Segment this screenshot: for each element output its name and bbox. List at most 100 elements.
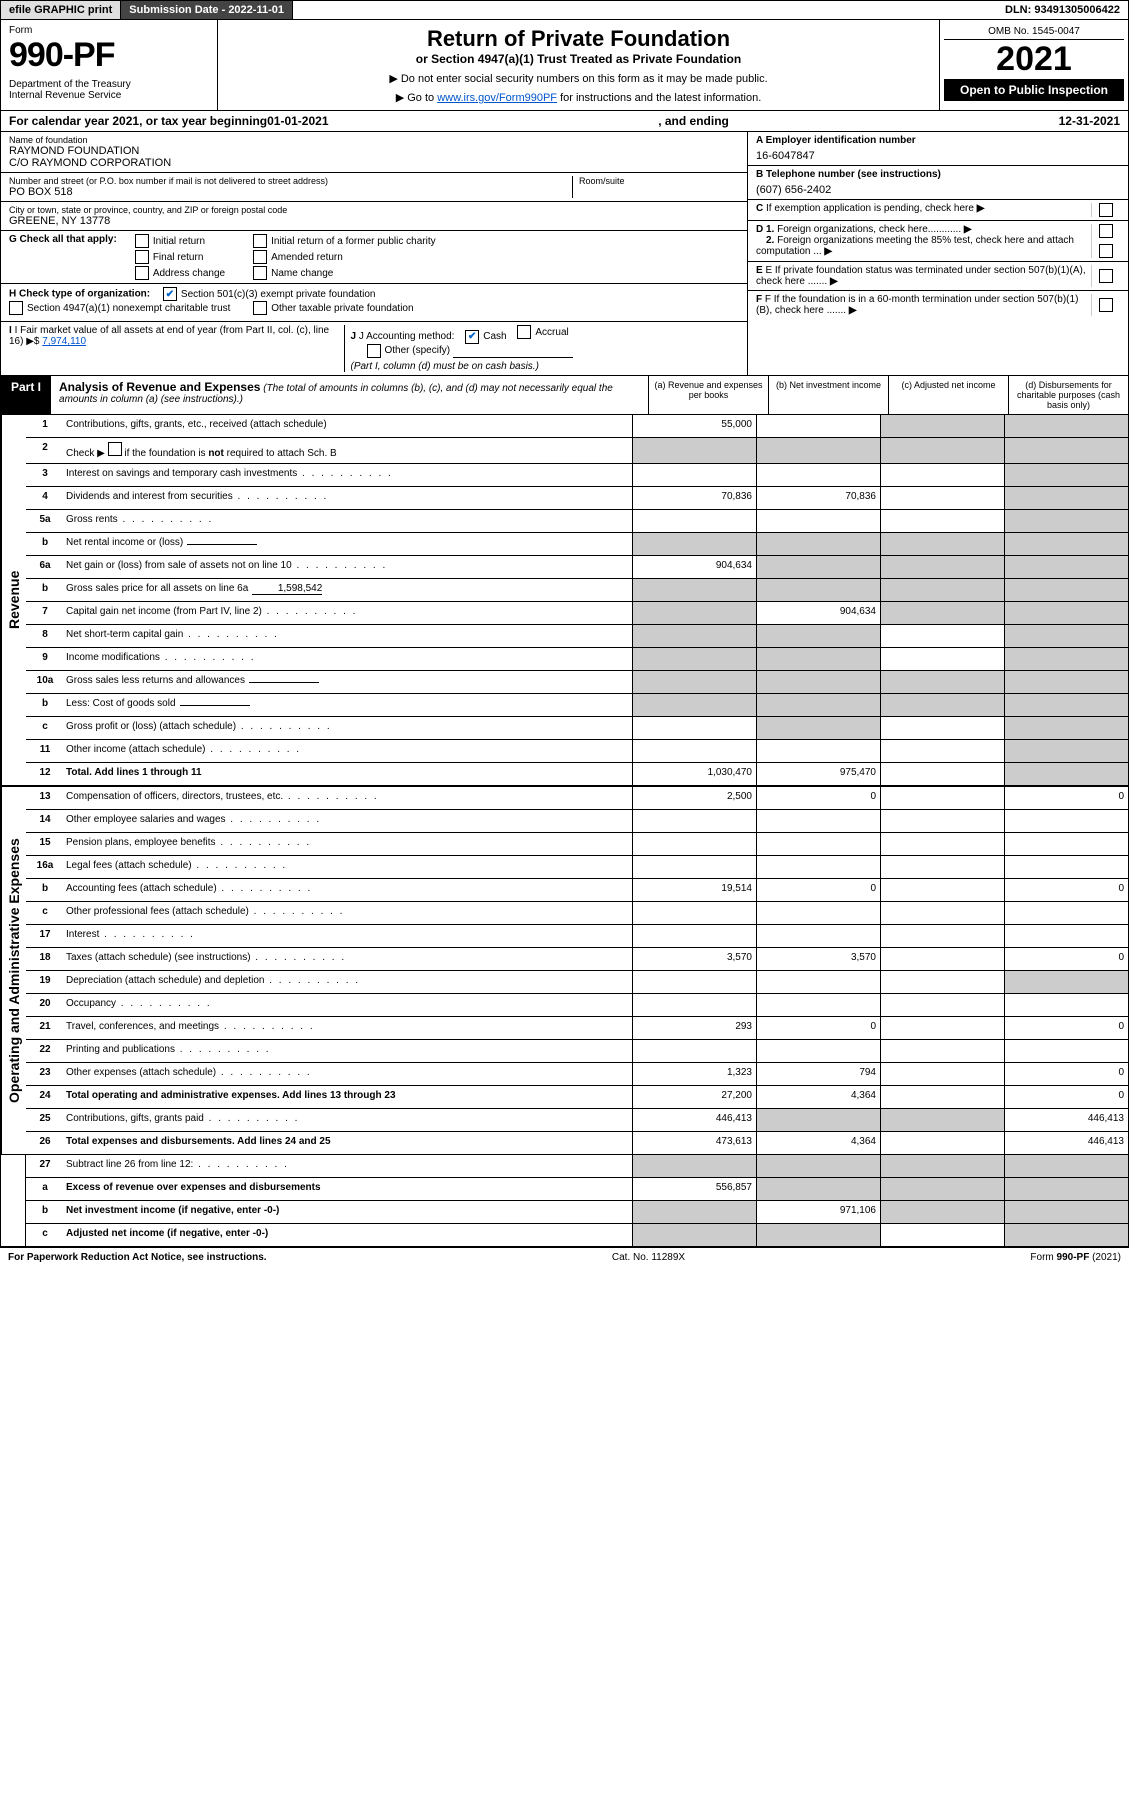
name-change-checkbox[interactable]: [253, 266, 267, 280]
table-row: cGross profit or (loss) (attach schedule…: [26, 717, 1128, 740]
sch-b-checkbox[interactable]: [108, 442, 122, 456]
other-taxable-checkbox[interactable]: [253, 301, 267, 315]
line-number: 5a: [26, 510, 64, 532]
line-description: Capital gain net income (from Part IV, l…: [64, 602, 632, 624]
status-terminated-checkbox[interactable]: [1099, 269, 1113, 283]
efile-print-button[interactable]: efile GRAPHIC print: [1, 1, 121, 19]
table-row: 7Capital gain net income (from Part IV, …: [26, 602, 1128, 625]
other-method-checkbox[interactable]: [367, 344, 381, 358]
value-cell: [632, 1224, 756, 1246]
line-number: 10a: [26, 671, 64, 693]
col-d-header: (d) Disbursements for charitable purpose…: [1008, 376, 1128, 414]
cash-method-checkbox[interactable]: [465, 330, 479, 344]
value-cell: [756, 994, 880, 1016]
value-cell: [880, 1063, 1004, 1085]
line-description: Printing and publications: [64, 1040, 632, 1062]
initial-return-checkbox[interactable]: [135, 234, 149, 248]
value-cell: [1004, 487, 1128, 509]
foreign-org-checkbox[interactable]: [1099, 224, 1113, 238]
line-number: 27: [26, 1155, 64, 1177]
60month-termination-checkbox[interactable]: [1099, 298, 1113, 312]
table-row: 12Total. Add lines 1 through 111,030,470…: [26, 763, 1128, 785]
value-cell: [756, 1178, 880, 1200]
value-cell: [1004, 717, 1128, 739]
line-description: Accounting fees (attach schedule): [64, 879, 632, 901]
form-number: 990-PF: [9, 36, 209, 75]
i-j-row: I I Fair market value of all assets at e…: [1, 322, 747, 375]
submission-date: Submission Date - 2022-11-01: [121, 1, 293, 19]
line-number: 2: [26, 438, 64, 463]
line-number: 11: [26, 740, 64, 762]
address-change-checkbox[interactable]: [135, 266, 149, 280]
form-title: Return of Private Foundation: [228, 26, 929, 52]
amended-return-checkbox[interactable]: [253, 250, 267, 264]
table-row: 8Net short-term capital gain: [26, 625, 1128, 648]
form-header: Form 990-PF Department of the TreasuryIn…: [0, 20, 1129, 111]
value-cell: [1004, 902, 1128, 924]
catalog-number: Cat. No. 11289X: [267, 1252, 1031, 1263]
line-description: Contributions, gifts, grants paid: [64, 1109, 632, 1131]
value-cell: [880, 1224, 1004, 1246]
value-cell: [632, 602, 756, 624]
line-number: 23: [26, 1063, 64, 1085]
value-cell: [880, 579, 1004, 601]
value-cell: [880, 948, 1004, 970]
line-number: c: [26, 1224, 64, 1246]
table-row: 26Total expenses and disbursements. Add …: [26, 1132, 1128, 1154]
value-cell: [880, 438, 1004, 463]
table-row: 13Compensation of officers, directors, t…: [26, 787, 1128, 810]
table-row: 9Income modifications: [26, 648, 1128, 671]
fmv-link[interactable]: 7,974,110: [42, 336, 86, 347]
value-cell: [880, 625, 1004, 647]
value-cell: 27,200: [632, 1086, 756, 1108]
accrual-method-checkbox[interactable]: [517, 325, 531, 339]
line-number: c: [26, 717, 64, 739]
initial-return-former-checkbox[interactable]: [253, 234, 267, 248]
table-row: 25Contributions, gifts, grants paid446,4…: [26, 1109, 1128, 1132]
table-row: 6aNet gain or (loss) from sale of assets…: [26, 556, 1128, 579]
form-subtitle: or Section 4947(a)(1) Trust Treated as P…: [228, 52, 929, 66]
value-cell: [880, 671, 1004, 693]
501c3-checkbox[interactable]: [163, 287, 177, 301]
final-return-checkbox[interactable]: [135, 250, 149, 264]
h-check-row: H Check type of organization: Section 50…: [1, 284, 747, 322]
value-cell: [880, 902, 1004, 924]
value-cell: 975,470: [756, 763, 880, 785]
value-cell: [1004, 579, 1128, 601]
value-cell: 0: [1004, 787, 1128, 809]
revenue-side-label: Revenue: [1, 415, 26, 785]
line-description: Other expenses (attach schedule): [64, 1063, 632, 1085]
tax-year-end: 12-31-2021: [1059, 114, 1120, 128]
entity-info-block: Name of foundation RAYMOND FOUNDATION C/…: [0, 132, 1129, 376]
value-cell: [756, 902, 880, 924]
value-cell: [1004, 625, 1128, 647]
line-number: 19: [26, 971, 64, 993]
line-number: c: [26, 902, 64, 924]
value-cell: [880, 856, 1004, 878]
line-number: 9: [26, 648, 64, 670]
form990pf-link[interactable]: www.irs.gov/Form990PF: [437, 92, 557, 104]
form-instruction-1: ▶ Do not enter social security numbers o…: [228, 72, 929, 85]
table-row: 23Other expenses (attach schedule)1,3237…: [26, 1063, 1128, 1086]
value-cell: 0: [756, 1017, 880, 1039]
line-description: Occupancy: [64, 994, 632, 1016]
value-cell: 1,323: [632, 1063, 756, 1085]
line-number: 25: [26, 1109, 64, 1131]
value-cell: [632, 579, 756, 601]
4947a1-checkbox[interactable]: [9, 301, 23, 315]
value-cell: [1004, 1178, 1128, 1200]
line-description: Legal fees (attach schedule): [64, 856, 632, 878]
part1-header: Part I Analysis of Revenue and Expenses …: [0, 376, 1129, 415]
foreign-85-checkbox[interactable]: [1099, 244, 1113, 258]
value-cell: [756, 694, 880, 716]
tax-year: 2021: [944, 40, 1124, 79]
line-number: 22: [26, 1040, 64, 1062]
line-description: Other employee salaries and wages: [64, 810, 632, 832]
value-cell: [756, 1224, 880, 1246]
value-cell: [880, 648, 1004, 670]
exemption-pending-checkbox[interactable]: [1099, 203, 1113, 217]
value-cell: 4,364: [756, 1086, 880, 1108]
value-cell: [1004, 740, 1128, 762]
value-cell: [632, 971, 756, 993]
e-check-cell: E E If private foundation status was ter…: [748, 262, 1128, 291]
